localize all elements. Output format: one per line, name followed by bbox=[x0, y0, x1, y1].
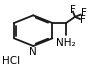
Text: F: F bbox=[70, 5, 76, 15]
Text: F: F bbox=[80, 15, 86, 25]
Text: NH₂: NH₂ bbox=[56, 38, 76, 48]
Text: F: F bbox=[81, 8, 87, 18]
Text: HCl: HCl bbox=[2, 56, 20, 66]
Text: N: N bbox=[29, 47, 37, 57]
